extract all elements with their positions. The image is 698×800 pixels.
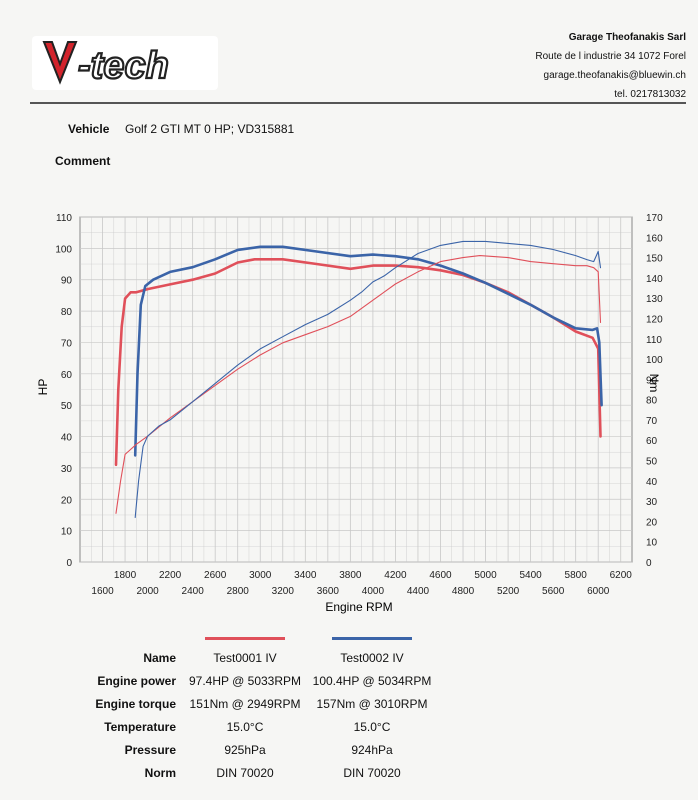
y2-tick-label: 90	[646, 375, 658, 386]
vehicle-value: Golf 2 GTI MT 0 HP; VD315881	[125, 122, 295, 136]
company-name: Garage Theofanakis Sarl	[568, 32, 686, 43]
x-tick-label: 4200	[384, 570, 407, 581]
test1-torque: 151Nm @ 2949RPM	[189, 697, 301, 711]
y-tick-label: 50	[61, 401, 73, 412]
y2-axis-label: Nm	[647, 374, 661, 393]
test0002-ivtorque-line	[134, 240, 602, 518]
chart-grid	[79, 216, 633, 563]
y2-tick-label: 140	[646, 274, 663, 285]
y2-tick-label: 30	[646, 497, 658, 508]
x-tick-label: 5000	[474, 570, 497, 581]
y-tick-label: 90	[61, 276, 73, 287]
test2-name: Test0002 IV	[340, 651, 404, 665]
y-tick-label: 40	[61, 433, 73, 444]
x-tick-label: 6000	[587, 586, 610, 597]
x-tick-label: 5200	[497, 586, 520, 597]
company-info: Garage Theofanakis Sarl Route de l indus…	[535, 28, 686, 104]
x-axis-label: Engine RPM	[325, 600, 392, 614]
x-tick-label: 4800	[452, 586, 475, 597]
y-tick-label: 80	[61, 307, 73, 318]
test1-name: Test0001 IV	[213, 651, 277, 665]
chart-axes: 0 10 20 30 40 50 60 70 80 90 100 110 0 10 20 30 40 50 60 70…	[55, 213, 663, 597]
x-tick-label: 3200	[272, 586, 295, 597]
y-tick-label: 60	[61, 370, 73, 381]
company-email: garage.theofanakis@bluewin.ch	[543, 70, 686, 81]
y2-tick-label: 170	[646, 213, 663, 224]
test1-norm: DIN 70020	[216, 766, 274, 780]
x-tick-label: 2800	[227, 586, 250, 597]
x-tick-label: 3600	[317, 586, 340, 597]
temperature-label: Temperature	[104, 720, 176, 734]
comment-label: Comment	[55, 154, 111, 168]
x-tick-label: 5400	[519, 570, 542, 581]
x-tick-label: 3400	[294, 570, 317, 581]
engine-torque-label: Engine torque	[95, 697, 176, 711]
y2-tick-label: 130	[646, 294, 663, 305]
x-tick-label: 5600	[542, 586, 565, 597]
chart-series	[114, 240, 603, 518]
test1-temperature: 15.0°C	[226, 720, 264, 734]
y2-tick-label: 10	[646, 538, 658, 549]
norm-label: Norm	[144, 766, 176, 780]
y-tick-label: 0	[66, 558, 72, 569]
test0001-ivtorque-line	[115, 255, 602, 514]
y-tick-label: 70	[61, 338, 73, 349]
x-tick-label: 3000	[249, 570, 272, 581]
x-tick-label: 6200	[610, 570, 633, 581]
pressure-label: Pressure	[124, 743, 176, 757]
x-tick-label: 2600	[204, 570, 227, 581]
y2-tick-label: 150	[646, 254, 663, 265]
y2-tick-label: 70	[646, 416, 658, 427]
y2-tick-label: 20	[646, 517, 658, 528]
company-phone: tel. 0217813032	[614, 89, 686, 100]
vtech-logo: -tech	[32, 36, 218, 90]
y-tick-label: 110	[56, 213, 72, 224]
x-tick-label: 2400	[182, 586, 205, 597]
x-tick-label: 4400	[407, 586, 430, 597]
x-tick-label: 4600	[429, 570, 452, 581]
y-tick-label: 100	[55, 244, 72, 255]
test0002-ivpower-line	[133, 245, 603, 457]
engine-power-label: Engine power	[97, 674, 176, 688]
x-tick-label: 2200	[159, 570, 182, 581]
test2-torque: 157Nm @ 3010RPM	[316, 697, 428, 711]
svg-text:-tech: -tech	[78, 45, 169, 87]
company-address: Route de l industrie 34 1072 Forel	[535, 51, 686, 62]
y2-tick-label: 100	[646, 355, 663, 366]
y2-tick-label: 50	[646, 457, 658, 468]
y2-tick-label: 160	[646, 233, 663, 244]
y-tick-label: 30	[61, 464, 73, 475]
test2-pressure: 924hPa	[351, 743, 393, 757]
header-divider	[30, 102, 686, 104]
y2-tick-label: 40	[646, 477, 658, 488]
x-tick-label: 4000	[362, 586, 385, 597]
test2-temperature: 15.0°C	[353, 720, 391, 734]
dyno-chart: 0 10 20 30 40 50 60 70 80 90 100 110 0 10 20 30 40 50 60 70…	[36, 213, 663, 614]
y2-tick-label: 80	[646, 396, 658, 407]
test1-pressure: 925hPa	[224, 743, 266, 757]
test2-norm: DIN 70020	[343, 766, 401, 780]
x-tick-label: 5800	[565, 570, 588, 581]
x-tick-label: 2000	[136, 586, 159, 597]
test2-power: 100.4HP @ 5034RPM	[312, 674, 432, 688]
y-tick-label: 20	[61, 495, 73, 506]
x-tick-label: 1800	[114, 570, 137, 581]
x-tick-label: 1600	[91, 586, 114, 597]
vehicle-label: Vehicle	[68, 122, 110, 136]
y2-tick-label: 110	[646, 335, 662, 346]
legend-swatch-test1	[205, 637, 285, 640]
y-axis-label: HP	[36, 379, 50, 396]
y2-tick-label: 60	[646, 436, 658, 447]
x-tick-label: 3800	[339, 570, 362, 581]
name-label: Name	[143, 651, 176, 665]
test1-power: 97.4HP @ 5033RPM	[188, 674, 302, 688]
legend-swatch-test2	[332, 637, 412, 640]
y2-tick-label: 120	[646, 314, 663, 325]
y-tick-label: 10	[61, 527, 73, 538]
y2-tick-label: 0	[646, 558, 652, 569]
